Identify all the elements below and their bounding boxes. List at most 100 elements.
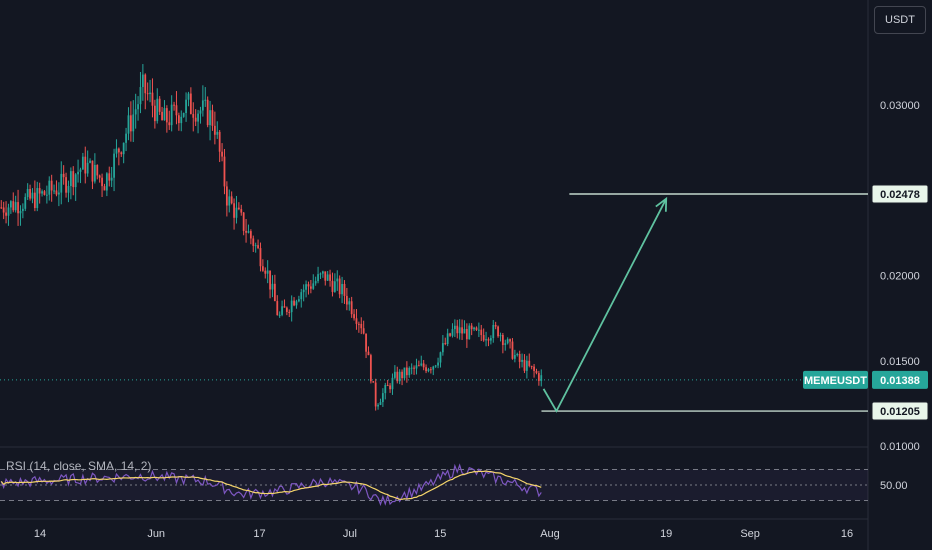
candle-body [41, 191, 43, 194]
candle-body [451, 329, 454, 336]
candle-body [96, 164, 99, 176]
candle-body [57, 192, 60, 195]
candle-body [477, 329, 480, 331]
level-price-tag-label: 0.01205 [880, 406, 920, 418]
candle-body [446, 333, 449, 344]
candle-body [21, 208, 24, 212]
candle-body [103, 186, 106, 191]
candle-body [43, 191, 46, 195]
candle-body [199, 110, 202, 114]
time-axis-tick-label: 17 [253, 528, 265, 540]
candle-body [434, 365, 437, 367]
candle-body [53, 190, 55, 192]
price-axis-tick-label: 0.02000 [880, 271, 920, 283]
candle-body [81, 156, 84, 170]
candle-body [475, 327, 478, 330]
candle-body [31, 192, 34, 199]
candle-body [432, 366, 435, 370]
candle-body [67, 186, 70, 193]
candle-body [266, 270, 269, 274]
candle-body [485, 339, 487, 341]
candle-body [98, 175, 101, 178]
candle-body [240, 209, 243, 213]
candle-body [437, 362, 439, 366]
rsi-band-fill [0, 469, 868, 501]
candle-body [110, 177, 113, 181]
candle-body [537, 373, 540, 381]
candle-body [384, 385, 387, 394]
candle-body [482, 335, 485, 341]
candle-body [362, 328, 365, 334]
candle-body [331, 280, 334, 292]
candle-body [293, 300, 295, 306]
rsi-sma-line [0, 470, 542, 500]
candle-body [504, 343, 507, 345]
candle-body [420, 363, 423, 366]
candle-body [115, 148, 118, 154]
candle-body [509, 339, 511, 342]
last-price-tag-label: 0.01388 [880, 375, 920, 387]
currency-button[interactable]: USDT [874, 6, 926, 34]
candle-body [0, 207, 3, 209]
candle-body [353, 314, 355, 319]
candle-body [470, 325, 473, 330]
candle-body [458, 327, 461, 334]
candle-body [26, 189, 29, 197]
candle-body [2, 207, 5, 213]
candle-body [513, 355, 516, 359]
candle-body [309, 286, 312, 289]
candle-body [329, 274, 331, 281]
candle-body [50, 180, 53, 191]
candle-body [48, 180, 51, 195]
candle-body [381, 393, 384, 403]
candle-body [333, 281, 336, 292]
candle-body [389, 385, 391, 390]
candle-body [410, 367, 413, 369]
candle-body [429, 369, 432, 371]
price-axis-tick-label: 0.01000 [880, 441, 920, 453]
candle-body [288, 311, 291, 313]
candle-body [72, 171, 75, 188]
candle-body [247, 231, 250, 233]
projection-arrow-path[interactable] [542, 198, 668, 413]
candle-body [230, 196, 233, 204]
candle-body [17, 202, 19, 214]
candle-body [338, 278, 341, 295]
candle-body [350, 301, 353, 315]
time-axis-tick-label: 15 [434, 528, 446, 540]
candle-body [65, 177, 67, 193]
candle-body [249, 231, 252, 239]
candle-body [374, 382, 377, 407]
candle-body [177, 115, 180, 124]
candle-body [533, 366, 535, 371]
candle-body [223, 156, 226, 187]
candle-body [449, 333, 451, 336]
candle-body [278, 314, 281, 316]
candle-body [201, 100, 204, 111]
last-price-tag [872, 370, 928, 389]
candle-body [422, 363, 425, 368]
candle-body [465, 329, 468, 340]
time-axis-tick-label: Jun [147, 528, 165, 540]
time-axis-tick-label: Jul [343, 528, 357, 540]
candle-body [204, 99, 207, 101]
candle-body [36, 188, 39, 209]
level-price-tag [871, 184, 929, 204]
candle-body [173, 104, 175, 106]
candle-body [24, 196, 27, 209]
candle-body [312, 283, 315, 289]
candle-body [86, 162, 89, 174]
candle-body [473, 327, 475, 330]
candle-body [144, 74, 147, 94]
candle-body [153, 105, 156, 122]
candle-body [257, 245, 259, 249]
time-axis-tick-label: 14 [34, 528, 46, 540]
candle-body [367, 351, 370, 356]
candle-body [9, 201, 12, 208]
candle-body [405, 367, 408, 376]
candle-body [62, 173, 65, 178]
candle-body [497, 326, 499, 337]
candle-body [209, 110, 211, 126]
price-axis-tick-label: 0.03000 [880, 100, 920, 112]
